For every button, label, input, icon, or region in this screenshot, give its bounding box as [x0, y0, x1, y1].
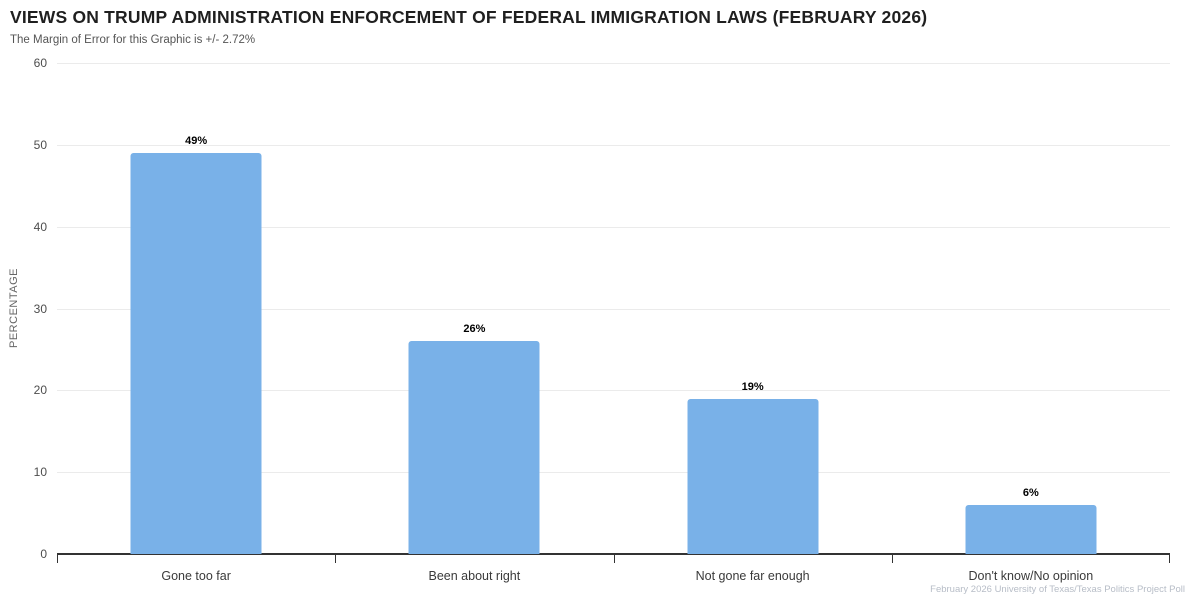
plot-area: 49% Gone too far 26% Been about right 19% Not…	[57, 63, 1170, 583]
gridline-60	[57, 63, 1170, 64]
y-tick-label-60: 60	[33, 56, 47, 70]
bar-not-gone-far-enough[interactable]	[687, 398, 819, 554]
y-tick-label-30: 30	[33, 301, 47, 316]
x-category-label: Been about right	[428, 569, 521, 583]
chart-title: VIEWS ON TRUMP ADMINISTRATION ENFORCEMEN…	[10, 7, 928, 27]
chart-subtitle: The Margin of Error for this Graphic is …	[10, 34, 256, 46]
gridline-50	[57, 144, 1170, 146]
x-axis-tick	[891, 554, 893, 563]
category-band: 49% Gone too far	[57, 63, 335, 583]
gridline-40	[57, 226, 1170, 228]
gridline-30	[57, 308, 1170, 310]
category-band: 19% Not gone far enough	[614, 63, 892, 583]
gridline-10	[57, 472, 1170, 474]
category-band: 6% Don't know/No opinion	[892, 63, 1170, 583]
x-axis-tick	[57, 554, 58, 563]
x-axis-tick	[335, 554, 337, 563]
bar-value-label: 19%	[741, 380, 764, 393]
gridline-20	[57, 390, 1170, 392]
y-tick-label-20: 20	[33, 383, 47, 398]
y-tick-label-0: 0	[40, 547, 47, 561]
bar-value-label: 49%	[185, 135, 208, 148]
source-attribution: February 2026 University of Texas/Texas …	[930, 584, 1185, 595]
x-axis-tick	[1169, 554, 1170, 563]
bar-value-label: 26%	[463, 323, 486, 336]
category-band: 26% Been about right	[335, 63, 613, 583]
y-tick-label-40: 40	[33, 219, 47, 234]
x-category-label: Not gone far enough	[695, 569, 810, 583]
bar-value-label: 6%	[1022, 486, 1039, 499]
x-axis-tick	[613, 554, 615, 563]
y-tick-label-10: 10	[33, 465, 47, 480]
x-category-label: Gone too far	[161, 569, 231, 583]
bar-gone-too-far[interactable]	[130, 153, 262, 554]
bar-been-about-right[interactable]	[408, 341, 540, 554]
y-tick-label-50: 50	[33, 137, 47, 152]
y-axis-tick-labels: 0 10 20 30 40 50 60	[0, 56, 47, 561]
bar-don-t-know-no-opinion[interactable]	[965, 504, 1097, 554]
x-category-label: Don't know/No opinion	[968, 569, 1094, 583]
